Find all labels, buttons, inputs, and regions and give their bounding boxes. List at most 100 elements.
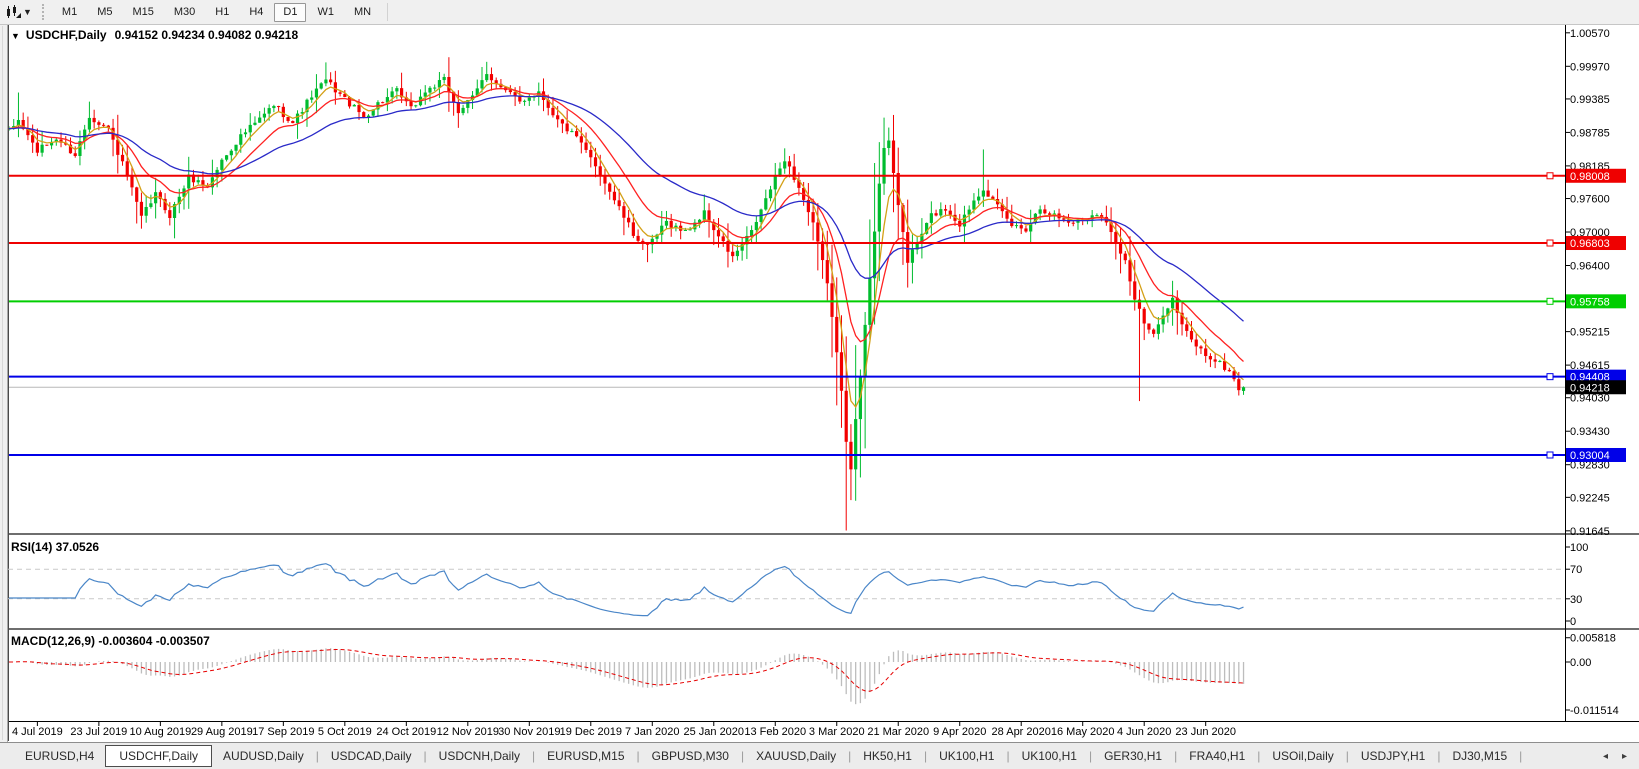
chart-tab-audusd-daily[interactable]: AUDUSD,Daily — [223, 749, 304, 763]
hline-handle[interactable] — [1546, 451, 1554, 459]
tab-separator: | — [1519, 749, 1523, 763]
candle-body — [627, 217, 631, 223]
chart-tab-uk100-h1[interactable]: UK100,H1 — [1021, 749, 1077, 763]
timeframe-button-w1[interactable]: W1 — [317, 5, 334, 18]
price-axis-label: 0.99970 — [1570, 61, 1610, 73]
candle-body — [1071, 222, 1075, 224]
timeframe-button-m30[interactable]: M30 — [173, 5, 196, 18]
tab-scroll-arrows: ◂ ▸ — [1603, 751, 1639, 762]
chevron-down-icon[interactable]: ▼ — [23, 7, 32, 17]
candle-body — [835, 316, 839, 353]
candle-body — [556, 115, 560, 120]
candle-body — [731, 251, 735, 257]
candle-body — [806, 199, 810, 213]
candle-body — [655, 234, 659, 239]
candle-body — [839, 352, 844, 391]
hline-handle[interactable] — [1546, 373, 1554, 381]
hline-0.98008-chip-label: 0.98008 — [1570, 171, 1610, 183]
candle-body — [243, 132, 248, 135]
chart-tab-fra40-h1[interactable]: FRA40,H1 — [1189, 749, 1246, 763]
hline-0.93004-chip — [1566, 447, 1626, 462]
candle-body — [314, 88, 319, 98]
candle-body — [1048, 213, 1052, 215]
candle-body — [787, 161, 792, 167]
candle-body — [191, 174, 196, 183]
chart-tab-dj30-m15[interactable]: DJ30,M15 — [1452, 749, 1508, 763]
timeframe-button-mn[interactable]: MN — [353, 5, 372, 18]
timeframe-button-m5[interactable]: M5 — [97, 5, 113, 18]
chart-tab-eurusd-h4[interactable]: EURUSD,H4 — [25, 749, 95, 763]
candle-body — [891, 140, 896, 174]
candle-body — [45, 144, 49, 146]
candle-body — [603, 176, 607, 184]
hline-handle[interactable] — [1546, 172, 1554, 180]
candle-body — [645, 243, 650, 245]
rsi-axis-label: 30 — [1570, 594, 1582, 606]
candle-body — [485, 74, 489, 81]
hline-handle[interactable] — [1546, 297, 1554, 305]
candle-body — [1199, 346, 1203, 349]
timeframe-button-d1[interactable]: D1 — [274, 2, 307, 22]
chart-tab-usdcnh-daily[interactable]: USDCNH,Daily — [438, 749, 521, 763]
candlestick-chart-icon[interactable] — [4, 4, 22, 20]
date-label: 10 Aug 2019 — [129, 726, 191, 738]
candle-body — [598, 166, 602, 177]
price-axis-label: 0.96400 — [1570, 260, 1610, 272]
candle-body — [1090, 215, 1094, 220]
timeframe-button-h1[interactable]: H1 — [215, 5, 230, 18]
chart-tab-usdchf-daily[interactable]: USDCHF,Daily — [105, 745, 213, 767]
candle-body — [248, 124, 252, 133]
price-axis-label: 1.00570 — [1570, 28, 1610, 40]
candle-body — [1014, 225, 1019, 227]
date-label: 19 Dec 2019 — [560, 726, 622, 738]
hline-0.95758-chip-label: 0.95758 — [1570, 296, 1610, 308]
tab-separator: | — [1437, 749, 1441, 763]
chart-tab-usoil-daily[interactable]: USOil,Daily — [1272, 749, 1334, 763]
candle-body — [1114, 232, 1118, 243]
candle-body — [551, 107, 555, 116]
price-axis-label: 0.98785 — [1570, 127, 1610, 139]
candle-body — [116, 139, 120, 155]
macd-signal-line — [9, 649, 1244, 692]
candle-body — [253, 122, 257, 125]
price-axis-label: 0.91645 — [1570, 526, 1610, 538]
chart-tab-ger30-h1[interactable]: GER30,H1 — [1104, 749, 1163, 763]
chart-tab-usdcad-daily[interactable]: USDCAD,Daily — [330, 749, 412, 763]
timeframe-button-m1[interactable]: M1 — [61, 5, 78, 18]
date-label: 23 Jul 2019 — [70, 726, 127, 738]
chart-tab-hk50-h1[interactable]: HK50,H1 — [863, 749, 912, 763]
candle-body — [489, 74, 494, 81]
candle-body — [943, 209, 948, 211]
chart-tab-gbpusd-m30[interactable]: GBPUSD,M30 — [651, 749, 729, 763]
timeframe-button-m15[interactable]: M15 — [132, 5, 154, 18]
candle-body — [707, 210, 711, 222]
candle-body — [40, 144, 44, 153]
chart-plot-area[interactable] — [8, 25, 1565, 533]
timeframe-button-h4[interactable]: H4 — [249, 5, 264, 18]
candle-body — [688, 229, 692, 231]
candle-body — [347, 96, 352, 107]
chevron-right-icon[interactable]: ▸ — [1621, 750, 1627, 762]
hline-handle[interactable] — [1546, 239, 1554, 247]
candle-body — [518, 96, 522, 102]
candle-body — [1123, 253, 1127, 261]
chevron-left-icon[interactable]: ◂ — [1602, 750, 1608, 762]
tab-separator: | — [923, 749, 928, 763]
tab-separator: | — [848, 749, 852, 763]
chart-tab-uk100-h1[interactable]: UK100,H1 — [939, 749, 995, 763]
date-label: 5 Oct 2019 — [318, 726, 372, 738]
candle-body — [541, 91, 546, 101]
candle-body — [920, 233, 924, 244]
tabs-container: EURUSD,H4 USDCHF,Daily AUDUSD,Daily | USDCAD… — [14, 745, 1523, 767]
chart-dropdown-icon[interactable]: ▼ — [11, 31, 20, 41]
chart-tab-eurusd-m15[interactable]: EURUSD,M15 — [547, 749, 625, 763]
chart-tab-usdjpy-h1[interactable]: USDJPY,H1 — [1360, 749, 1426, 763]
candle-body — [54, 139, 58, 142]
candle-body — [437, 80, 442, 88]
candle-body — [1223, 360, 1227, 370]
chart-tab-xauusd-daily[interactable]: XAUUSD,Daily — [756, 749, 837, 763]
toolbar: ▼ M1 M5 M15 M30 H1 H4 D1 W1 MN — [0, 0, 1639, 25]
candle-body — [906, 232, 910, 263]
current-price-chip-label: 0.94218 — [1570, 382, 1610, 394]
